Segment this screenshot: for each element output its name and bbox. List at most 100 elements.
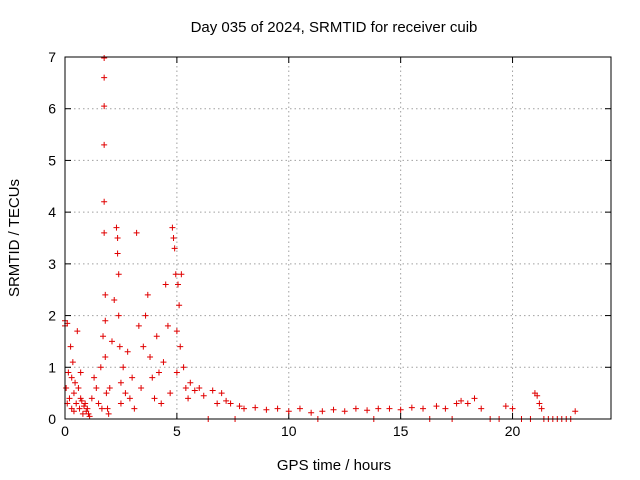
data-point bbox=[129, 374, 136, 381]
data-point bbox=[102, 353, 109, 360]
data-point bbox=[408, 404, 415, 411]
x-tick-label: 20 bbox=[505, 423, 521, 439]
data-point bbox=[103, 390, 110, 397]
data-point bbox=[178, 271, 185, 278]
data-point bbox=[296, 405, 303, 412]
data-point bbox=[115, 312, 122, 319]
data-point bbox=[100, 333, 107, 340]
data-point bbox=[69, 359, 76, 366]
data-point bbox=[191, 387, 198, 394]
data-point bbox=[420, 405, 427, 412]
data-point bbox=[82, 400, 89, 407]
data-point bbox=[536, 400, 543, 407]
data-point bbox=[453, 400, 460, 407]
data-point bbox=[102, 317, 109, 324]
data-point bbox=[151, 395, 158, 402]
data-point bbox=[142, 312, 149, 319]
data-point bbox=[101, 198, 108, 205]
data-point bbox=[175, 281, 182, 288]
data-point bbox=[101, 55, 108, 62]
data-point bbox=[509, 405, 516, 412]
data-point bbox=[70, 390, 77, 397]
data-point bbox=[502, 403, 509, 410]
y-tick-label: 5 bbox=[48, 152, 56, 168]
x-tick-label: 5 bbox=[173, 423, 181, 439]
data-point bbox=[108, 338, 115, 345]
data-point bbox=[133, 229, 140, 236]
data-point bbox=[534, 392, 541, 399]
data-point bbox=[214, 400, 221, 407]
data-point bbox=[464, 400, 471, 407]
y-axis-label: SRMTID / TECUs bbox=[6, 179, 23, 297]
data-point bbox=[144, 291, 151, 298]
data-point bbox=[91, 374, 98, 381]
data-points bbox=[62, 55, 579, 422]
data-point bbox=[77, 369, 84, 376]
data-point bbox=[84, 405, 91, 412]
data-point bbox=[169, 224, 176, 231]
data-point bbox=[397, 406, 404, 413]
data-point bbox=[79, 410, 86, 417]
data-point bbox=[164, 322, 171, 329]
x-tick-label: 15 bbox=[393, 423, 409, 439]
data-point bbox=[65, 369, 72, 376]
data-point bbox=[200, 392, 207, 399]
chart-title: Day 035 of 2024, SRMTID for receiver cui… bbox=[191, 19, 478, 36]
data-point bbox=[162, 281, 169, 288]
data-point bbox=[172, 271, 179, 278]
data-point bbox=[572, 408, 579, 415]
data-point bbox=[77, 395, 84, 402]
data-point bbox=[241, 405, 248, 412]
data-point bbox=[63, 384, 70, 391]
data-point bbox=[75, 384, 82, 391]
data-point bbox=[117, 379, 124, 386]
data-point bbox=[171, 245, 178, 252]
data-point bbox=[131, 405, 138, 412]
data-point bbox=[101, 141, 108, 148]
data-point bbox=[67, 343, 74, 350]
data-point bbox=[330, 406, 337, 413]
x-tick-label: 0 bbox=[61, 423, 69, 439]
data-point bbox=[135, 322, 142, 329]
data-point bbox=[538, 405, 545, 412]
y-tick-label: 7 bbox=[48, 49, 56, 65]
data-point bbox=[95, 400, 102, 407]
data-point bbox=[102, 291, 109, 298]
data-point bbox=[86, 413, 93, 420]
data-point bbox=[196, 384, 203, 391]
data-point bbox=[105, 410, 112, 417]
y-tick-label: 1 bbox=[48, 359, 56, 375]
data-point bbox=[153, 333, 160, 340]
y-tick-label: 2 bbox=[48, 308, 56, 324]
data-point bbox=[209, 387, 216, 394]
data-point bbox=[187, 379, 194, 386]
data-point bbox=[236, 403, 243, 410]
data-point bbox=[375, 405, 382, 412]
data-point bbox=[218, 390, 225, 397]
data-point bbox=[176, 302, 183, 309]
data-point bbox=[180, 364, 187, 371]
data-point bbox=[223, 397, 230, 404]
data-point bbox=[70, 408, 77, 415]
y-tick-label: 0 bbox=[48, 411, 56, 427]
data-point bbox=[177, 343, 184, 350]
y-tick-label: 6 bbox=[48, 101, 56, 117]
data-point bbox=[155, 369, 162, 376]
data-point bbox=[308, 409, 315, 416]
data-point bbox=[126, 395, 133, 402]
data-point bbox=[74, 328, 81, 335]
data-point bbox=[101, 229, 108, 236]
data-point bbox=[101, 103, 108, 110]
data-point bbox=[68, 374, 75, 381]
data-point bbox=[120, 364, 127, 371]
data-point bbox=[85, 410, 92, 417]
grid bbox=[65, 57, 611, 419]
data-point bbox=[442, 405, 449, 412]
data-point bbox=[88, 395, 95, 402]
data-point bbox=[122, 390, 129, 397]
data-point bbox=[252, 404, 259, 411]
x-tick-label: 10 bbox=[281, 423, 297, 439]
data-point bbox=[116, 343, 123, 350]
data-point bbox=[285, 408, 292, 415]
